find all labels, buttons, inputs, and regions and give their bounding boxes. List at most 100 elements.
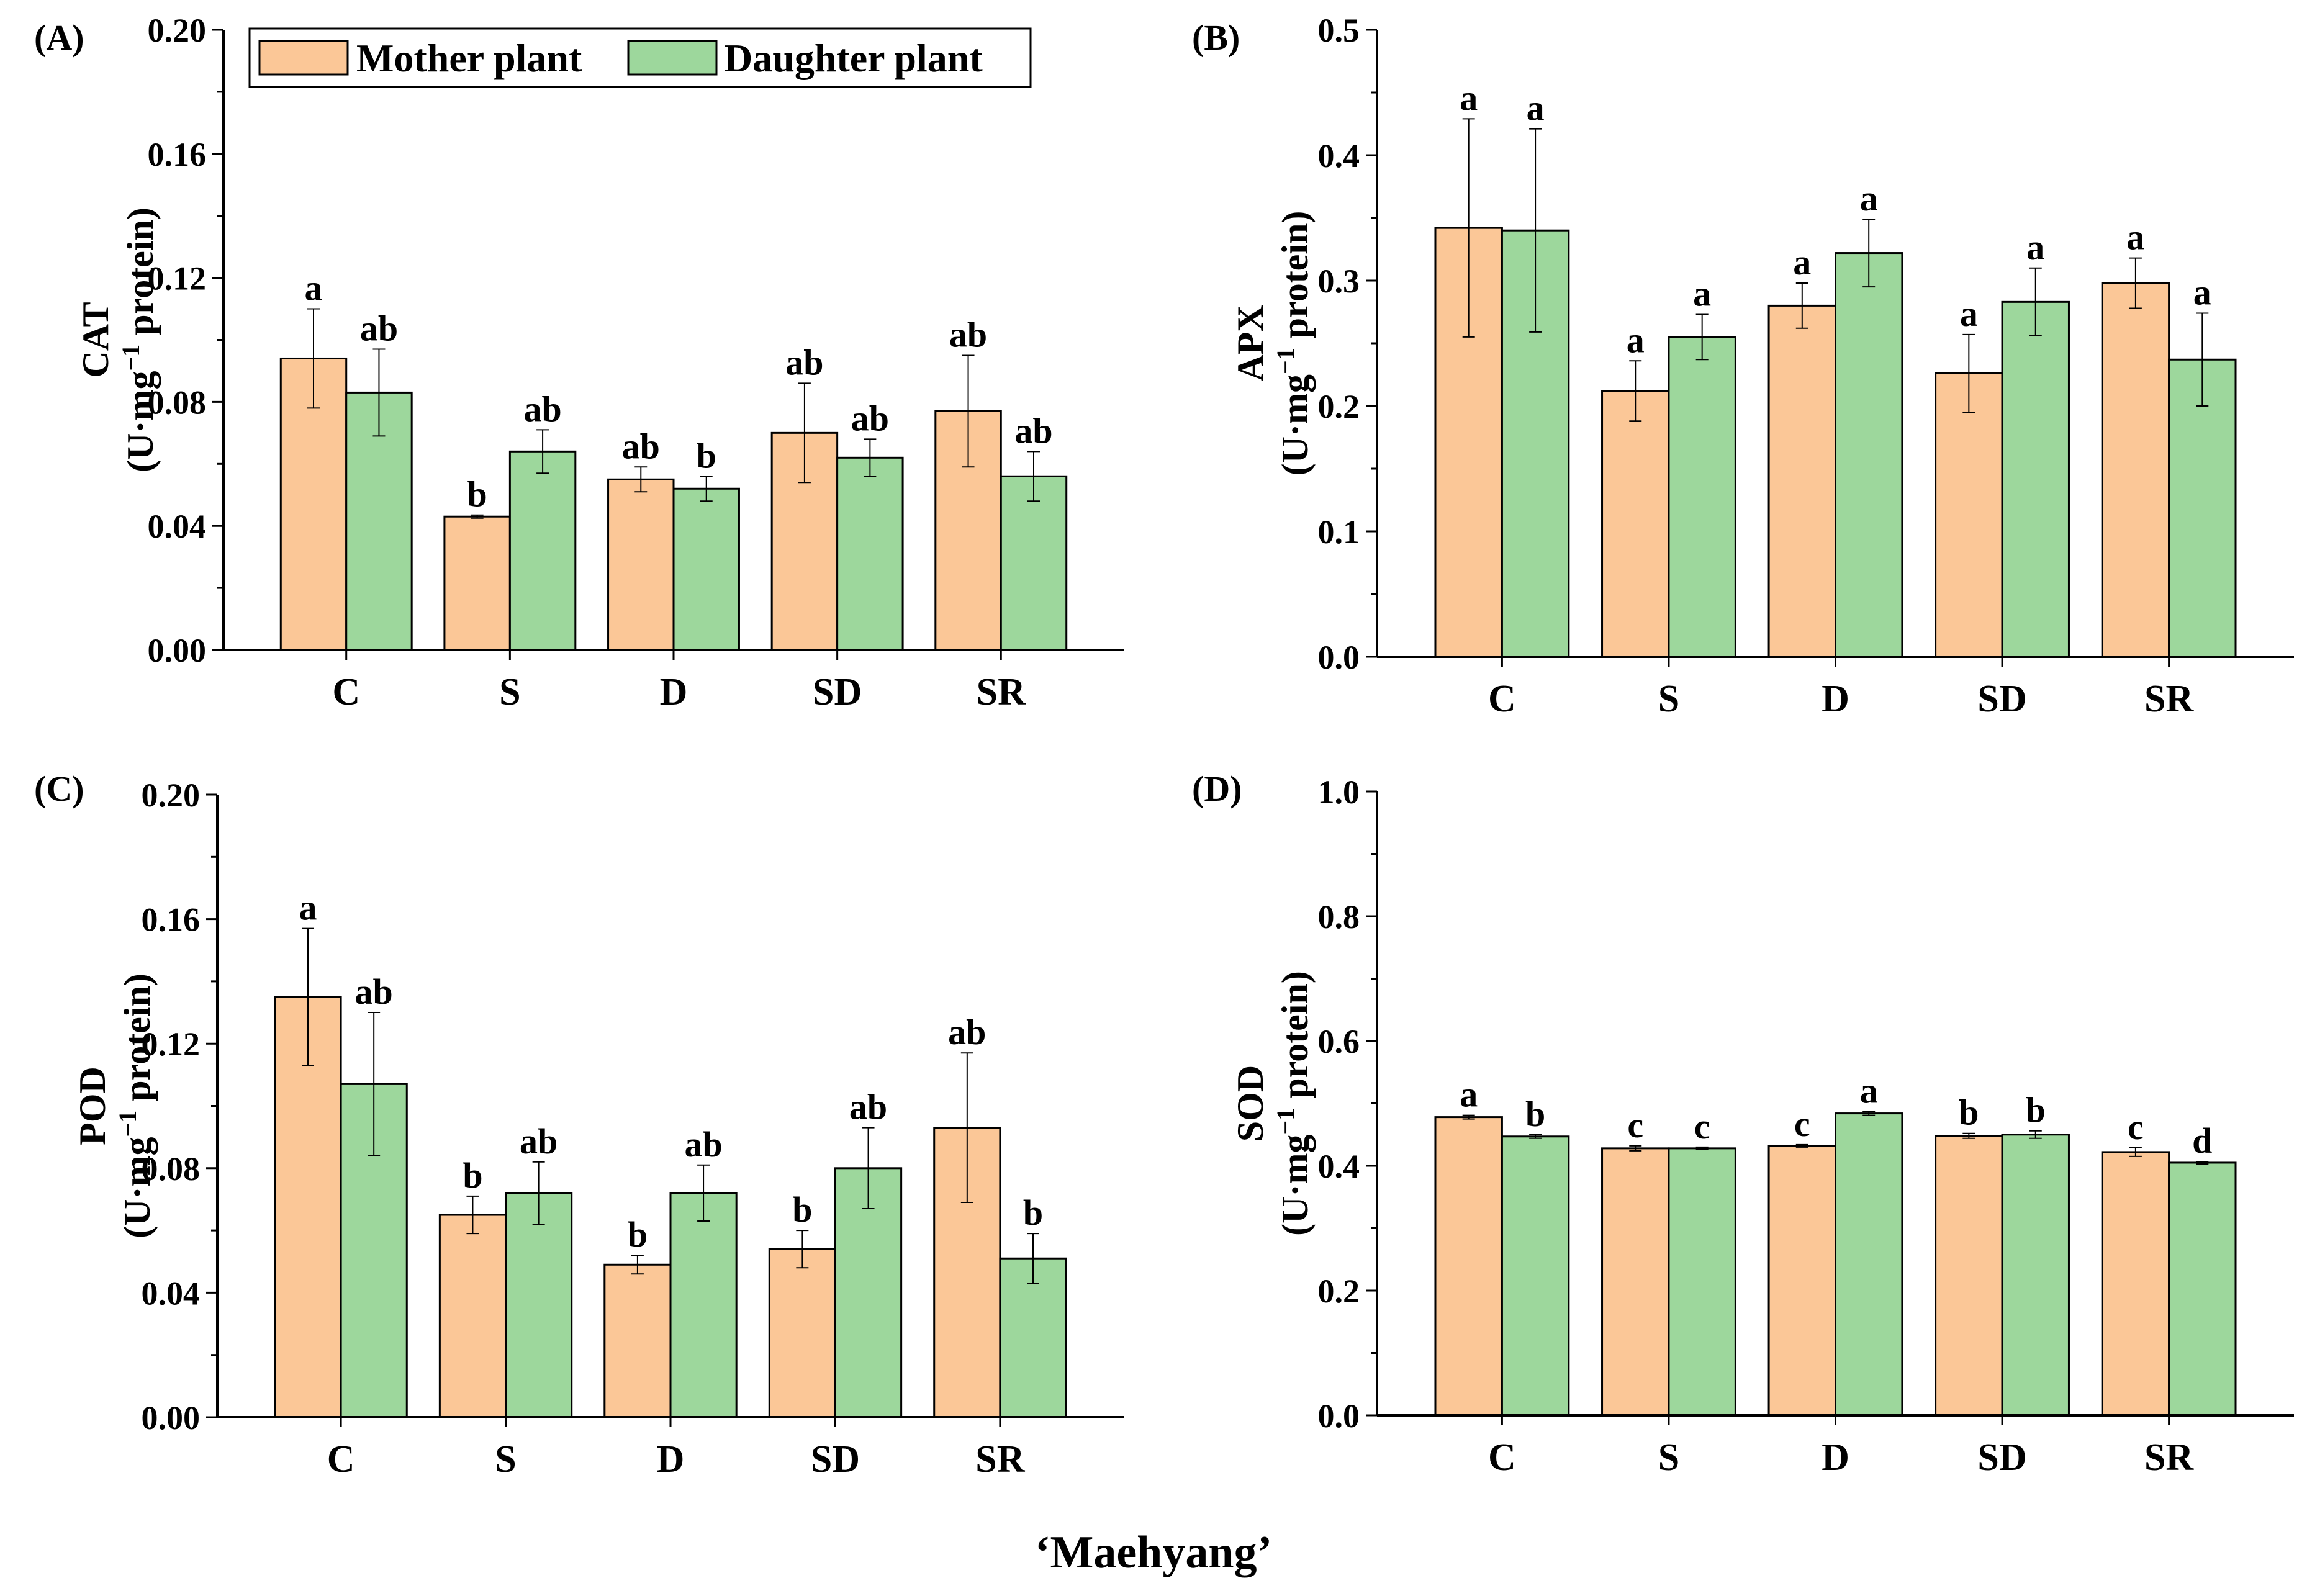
bar-daughter-d [669,1192,738,1418]
significance-letter-daughter-sd: b [2026,1090,2046,1130]
bar-mother-d [1767,304,1836,658]
x-tick-label-c: C [1488,678,1516,720]
y-axis-label-superscript: −1 [1271,1108,1299,1135]
x-tick-label-c: C [1488,1436,1516,1479]
y-tick-label: 0.04 [142,1274,201,1312]
significance-letter-mother-d: a [1793,242,1811,282]
y-axis-label-main: POD [72,1066,113,1145]
y-axis-label-main: SOD [1230,1065,1271,1142]
x-tick-label-sr: SR [2144,1436,2194,1479]
bar-daughter-sd [2001,1134,2070,1417]
significance-letter-daughter-sd: a [2026,227,2044,268]
significance-letter-daughter-sr: a [2193,273,2211,313]
y-tick-label: 0.4 [1318,137,1360,174]
significance-letter-daughter-c: ab [360,308,398,348]
significance-letter-daughter-c: ab [355,972,393,1012]
x-tick-label-sr: SR [977,671,1026,713]
bar-mother-s [1601,1147,1670,1417]
bar-mother-sd [1935,1135,2003,1417]
x-tick-label-d: D [660,671,688,713]
y-tick-label: 0.00 [142,1399,201,1436]
y-axis-label-tail: protein) [117,973,158,1111]
bar-daughter-s [1668,1147,1736,1417]
y-tick-label: 0.2 [1318,1273,1360,1310]
x-tick-label-c: C [332,671,360,713]
legend: Mother plant Daughter plant [248,27,1032,88]
significance-letter-daughter-c: b [1525,1094,1545,1134]
x-tick-label-s: S [499,671,520,713]
significance-letter-daughter-sd: ab [849,1087,887,1127]
y-axis-label-superscript: −1 [114,1111,142,1137]
x-tick-label-d: D [1822,1436,1849,1479]
y-tick-label: 0.4 [1318,1148,1360,1185]
x-tick-label-sr: SR [975,1438,1025,1481]
y-axis-label-unit: (U·mg [117,1137,158,1238]
x-tick-label-s: S [495,1438,516,1481]
y-axis-label-tail: protein) [1275,971,1316,1108]
bar-mother-c [1434,1116,1503,1417]
significance-letter-mother-s: b [467,474,487,515]
legend-label-daughter: Daughter plant [724,36,983,80]
y-tick-label: 0.8 [1318,898,1360,936]
y-tick-label: 0.00 [148,632,207,669]
significance-letter-mother-d: b [628,1214,648,1255]
y-axis-label-tail: protein) [1275,211,1316,348]
x-tick-label-d: D [1822,678,1849,720]
y-tick-label: 0.0 [1318,639,1360,676]
panel-b: (B) APX(U·mg−1 protein) a a Ca a Sa a Da a SD a a SR 0… [1192,12,2294,720]
significance-letter-mother-sr: ab [948,1012,986,1052]
y-tick-label: 0.16 [148,136,207,173]
bar-mother-d [607,478,675,651]
y-tick-label: 0.04 [148,508,207,545]
x-tick-label-c: C [327,1438,355,1481]
bar-daughter-d [1835,252,1903,658]
significance-letter-mother-d: c [1794,1104,1810,1144]
bar-mother-sr [2101,282,2170,658]
panel-label: (B) [1192,17,1240,58]
y-tick-label: 0.0 [1318,1397,1360,1435]
significance-letter-mother-sd: ab [785,342,823,382]
legend-swatch-mother [258,40,349,76]
bar-mother-sr [2101,1151,2170,1417]
significance-letter-daughter-sd: ab [851,398,889,438]
legend-swatch-daughter [627,40,718,76]
significance-letter-mother-sd: b [1959,1093,1979,1133]
significance-letter-mother-s: a [1627,320,1645,360]
x-tick-label-sd: SD [811,1438,860,1481]
significance-letter-daughter-s: ab [523,389,561,429]
x-tick-label-s: S [1658,1436,1679,1479]
bar-daughter-sd [2001,300,2070,658]
bar-mother-s [443,515,511,651]
bar-mother-c [274,996,342,1418]
y-tick-label: 0.08 [148,384,207,421]
y-tick-label: 0.3 [1318,263,1360,300]
x-tick-label-d: D [657,1438,685,1481]
significance-letter-mother-c: a [1460,78,1478,118]
significance-letter-daughter-d: a [1860,178,1878,219]
significance-letter-mother-sd: b [792,1189,812,1230]
panel-label: (A) [34,17,84,58]
significance-letter-mother-c: a [305,268,323,309]
bar-daughter-sr [2168,1161,2237,1417]
bar-daughter-c [1501,1135,1570,1417]
significance-letter-daughter-s: a [1693,274,1711,314]
y-axis-label-main: CAT [75,302,116,377]
bar-daughter-s [505,1192,573,1418]
significance-letter-daughter-d: ab [684,1124,722,1165]
y-tick-label: 1.0 [1318,773,1360,811]
y-tick-label: 0.2 [1318,388,1360,425]
bar-daughter-s [508,450,577,651]
y-axis-label-superscript: −1 [117,345,145,371]
y-axis-label: APX(U·mg−1 protein) [1230,211,1316,476]
panel-label: (C) [34,769,84,809]
x-tick-label-sd: SD [813,671,862,713]
y-axis-label: POD(U·mg−1 protein) [72,973,158,1238]
y-tick-label: 0.6 [1318,1023,1360,1060]
significance-letter-daughter-sr: ab [1014,410,1052,451]
significance-letter-mother-sr: a [2126,217,2144,258]
y-tick-label: 0.5 [1318,12,1360,49]
significance-letter-daughter-s: c [1694,1106,1710,1147]
